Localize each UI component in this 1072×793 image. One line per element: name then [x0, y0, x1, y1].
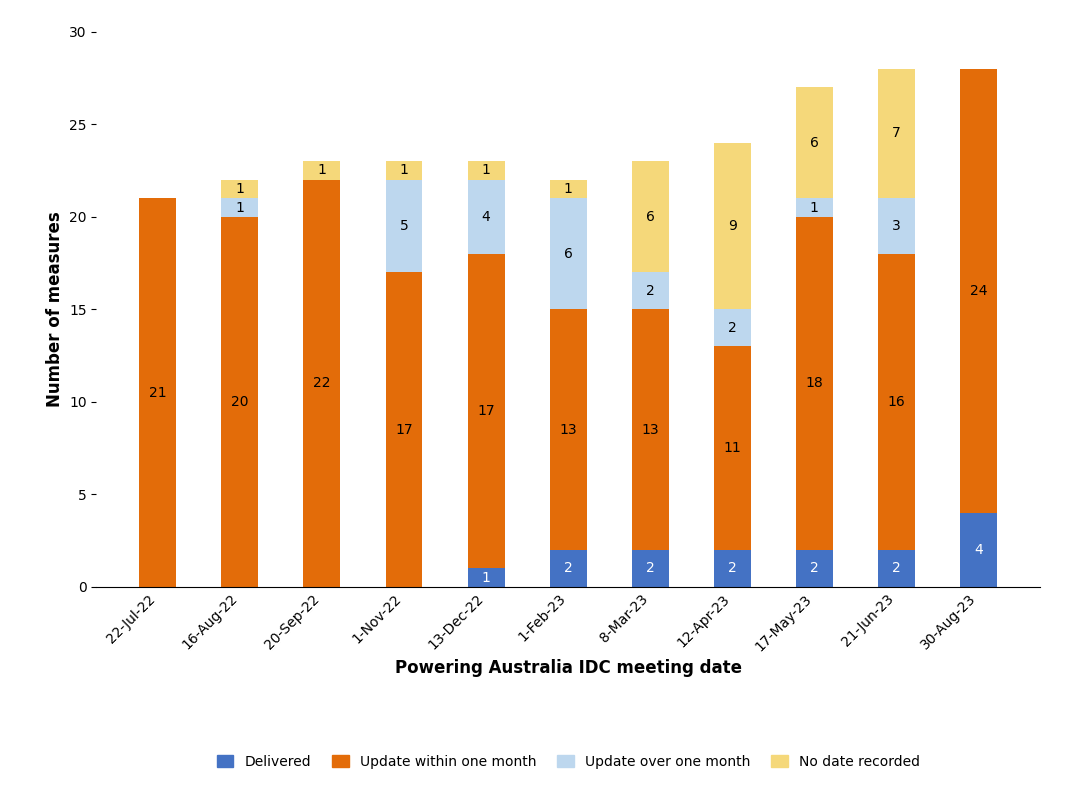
- Bar: [222, 180, 258, 198]
- Text: 7: 7: [892, 127, 900, 140]
- Bar: [961, 513, 997, 587]
- Bar: [222, 198, 258, 216]
- Bar: [550, 180, 586, 198]
- Text: 17: 17: [477, 404, 495, 418]
- Text: 6: 6: [645, 210, 655, 224]
- Bar: [795, 87, 833, 198]
- Text: 2: 2: [810, 561, 819, 575]
- Bar: [631, 309, 669, 550]
- Text: 1: 1: [481, 571, 491, 584]
- Text: 2: 2: [728, 321, 736, 335]
- Text: 2: 2: [645, 284, 655, 297]
- X-axis label: Powering Australia IDC meeting date: Powering Australia IDC meeting date: [394, 659, 742, 677]
- Text: 1: 1: [810, 201, 819, 214]
- Bar: [467, 254, 505, 569]
- Text: 6: 6: [564, 247, 572, 261]
- Legend: Delivered, Update within one month, Update over one month, No date recorded: Delivered, Update within one month, Upda…: [211, 749, 925, 774]
- Bar: [714, 143, 750, 309]
- Text: 1: 1: [400, 163, 408, 178]
- Text: 2: 2: [728, 561, 736, 575]
- Text: 2: 2: [645, 561, 655, 575]
- Text: 13: 13: [641, 423, 659, 436]
- Bar: [467, 180, 505, 254]
- Text: 1: 1: [481, 163, 491, 178]
- Text: 9: 9: [728, 219, 736, 233]
- Bar: [795, 550, 833, 587]
- Bar: [631, 550, 669, 587]
- Text: 4: 4: [974, 543, 983, 557]
- Bar: [303, 180, 341, 587]
- Text: 17: 17: [396, 423, 413, 436]
- Text: 6: 6: [810, 136, 819, 150]
- Text: 21: 21: [149, 385, 166, 400]
- Bar: [878, 69, 914, 198]
- Text: 18: 18: [805, 377, 823, 390]
- Bar: [303, 161, 341, 180]
- Bar: [631, 272, 669, 309]
- Bar: [878, 198, 914, 254]
- Bar: [386, 272, 422, 587]
- Bar: [222, 216, 258, 587]
- Text: 2: 2: [564, 561, 572, 575]
- Bar: [550, 550, 586, 587]
- Text: 1: 1: [317, 163, 326, 178]
- Bar: [878, 254, 914, 550]
- Text: 20: 20: [232, 395, 249, 408]
- Text: 16: 16: [888, 395, 905, 408]
- Bar: [139, 198, 176, 587]
- Text: 2: 2: [892, 561, 900, 575]
- Text: 11: 11: [724, 441, 741, 455]
- Bar: [878, 550, 914, 587]
- Text: 22: 22: [313, 377, 330, 390]
- Bar: [714, 309, 750, 347]
- Bar: [386, 180, 422, 272]
- Bar: [961, 69, 997, 513]
- Bar: [631, 161, 669, 272]
- Bar: [467, 569, 505, 587]
- Text: 3: 3: [892, 219, 900, 233]
- Text: 13: 13: [560, 423, 577, 436]
- Bar: [714, 550, 750, 587]
- Bar: [550, 198, 586, 309]
- Text: 1: 1: [564, 182, 572, 196]
- Text: 5: 5: [400, 219, 408, 233]
- Text: 4: 4: [481, 210, 491, 224]
- Text: 1: 1: [236, 201, 244, 214]
- Bar: [386, 161, 422, 180]
- Bar: [714, 347, 750, 550]
- Text: 24: 24: [970, 284, 987, 297]
- Text: 1: 1: [236, 182, 244, 196]
- Bar: [550, 309, 586, 550]
- Bar: [467, 161, 505, 180]
- Bar: [795, 216, 833, 550]
- Bar: [795, 198, 833, 216]
- Y-axis label: Number of measures: Number of measures: [46, 212, 63, 407]
